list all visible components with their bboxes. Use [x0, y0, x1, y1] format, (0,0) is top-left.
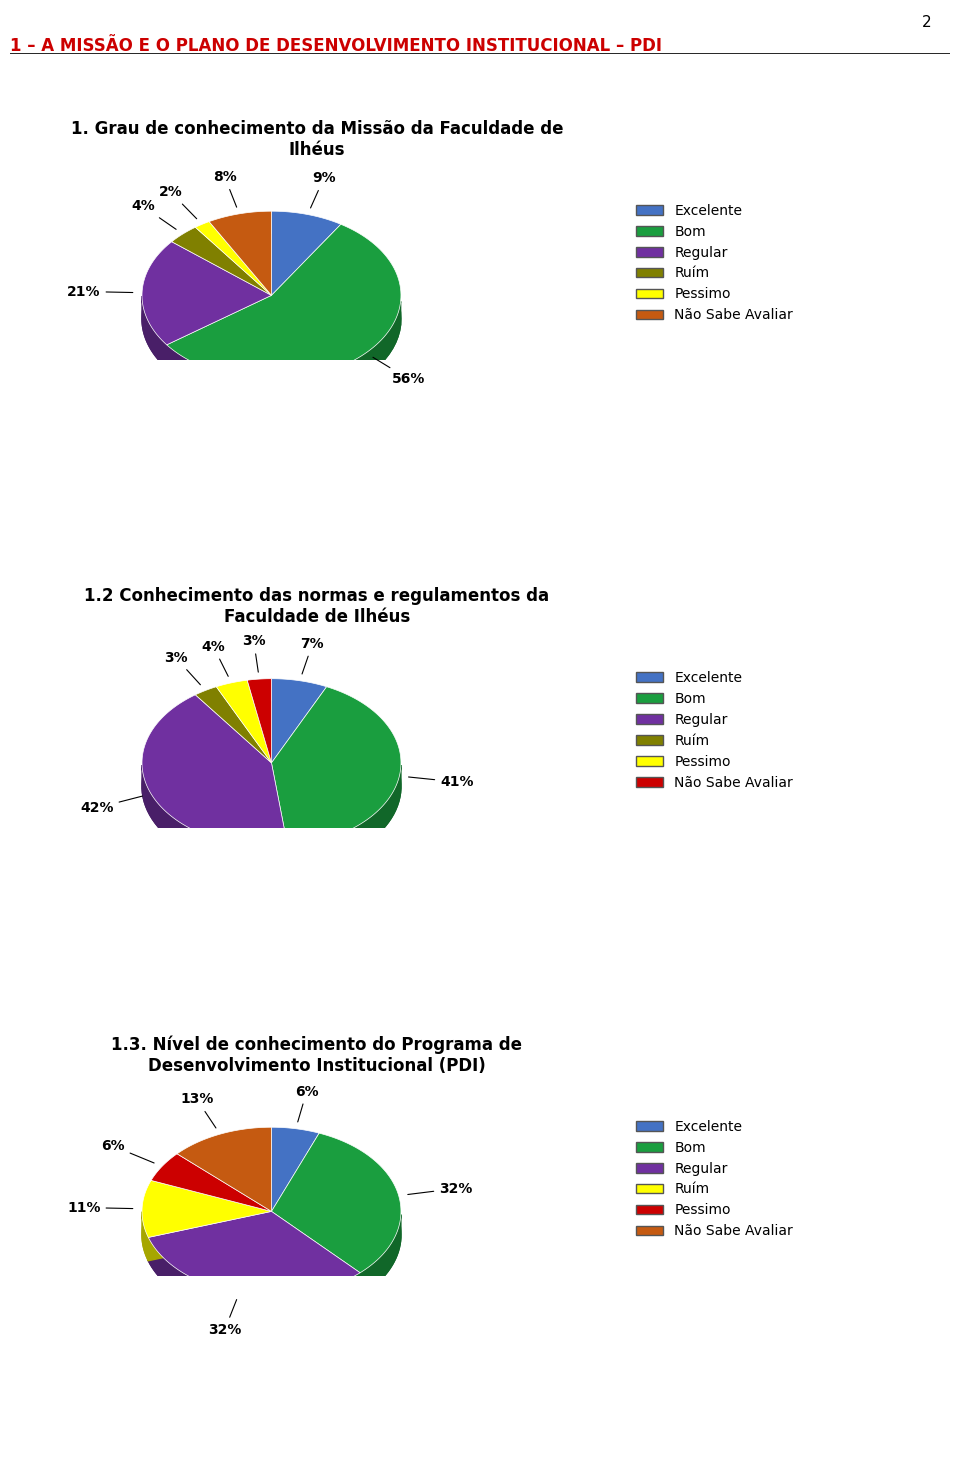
Text: 6%: 6% [101, 1140, 155, 1163]
Polygon shape [167, 295, 272, 368]
Polygon shape [216, 704, 272, 786]
Text: 32%: 32% [208, 1300, 242, 1337]
Polygon shape [216, 681, 272, 763]
Polygon shape [142, 241, 272, 345]
Polygon shape [172, 251, 272, 318]
Polygon shape [142, 297, 167, 368]
Polygon shape [272, 1151, 319, 1235]
Polygon shape [167, 247, 401, 403]
Text: 42%: 42% [80, 796, 142, 815]
Polygon shape [272, 1128, 319, 1211]
Text: 13%: 13% [180, 1093, 216, 1128]
Polygon shape [151, 1178, 272, 1235]
Polygon shape [167, 301, 400, 403]
Polygon shape [142, 766, 288, 871]
Text: 4%: 4% [202, 640, 228, 676]
Polygon shape [272, 703, 326, 786]
Polygon shape [272, 710, 401, 869]
Polygon shape [142, 1211, 149, 1261]
Polygon shape [272, 1211, 360, 1296]
Polygon shape [196, 245, 272, 318]
Polygon shape [272, 212, 341, 295]
Polygon shape [142, 1204, 272, 1261]
Polygon shape [149, 1211, 360, 1296]
Polygon shape [360, 1214, 401, 1296]
Polygon shape [151, 1154, 272, 1211]
Text: 6%: 6% [295, 1084, 319, 1122]
Text: 2%: 2% [159, 186, 197, 219]
Title: 1.2 Conhecimento das normas e regulamentos da
Faculdade de Ilhéus: 1.2 Conhecimento das normas e regulament… [84, 587, 549, 627]
Text: 3%: 3% [242, 634, 266, 672]
Polygon shape [272, 679, 326, 763]
Polygon shape [142, 695, 288, 847]
Text: 4%: 4% [132, 199, 176, 229]
Polygon shape [142, 264, 272, 368]
Text: 41%: 41% [409, 774, 473, 789]
Text: 8%: 8% [213, 169, 237, 207]
Text: 2: 2 [922, 15, 931, 29]
Text: 21%: 21% [67, 285, 132, 298]
Polygon shape [272, 687, 401, 846]
Legend: Excelente, Bom, Regular, Ruím, Pessimo, Não Sabe Avaliar: Excelente, Bom, Regular, Ruím, Pessimo, … [630, 666, 799, 795]
Polygon shape [272, 1157, 401, 1296]
Legend: Excelente, Bom, Regular, Ruím, Pessimo, Não Sabe Avaliar: Excelente, Bom, Regular, Ruím, Pessimo, … [630, 1115, 799, 1243]
Polygon shape [272, 235, 341, 318]
Title: 1.3. Nível de conhecimento do Programa de
Desenvolvimento Institucional (PDI): 1.3. Nível de conhecimento do Programa d… [111, 1036, 522, 1075]
Polygon shape [272, 1211, 360, 1296]
Text: 1 – A MISSÃO E O PLANO DE DESENVOLVIMENTO INSTITUCIONAL – PDI: 1 – A MISSÃO E O PLANO DE DESENVOLVIMENT… [10, 37, 661, 54]
Polygon shape [272, 763, 288, 869]
Polygon shape [149, 1235, 360, 1319]
Polygon shape [149, 1237, 360, 1319]
Polygon shape [288, 766, 401, 869]
Polygon shape [142, 1180, 272, 1237]
Polygon shape [209, 212, 272, 295]
Polygon shape [142, 719, 288, 871]
Polygon shape [196, 710, 272, 786]
Polygon shape [196, 222, 272, 295]
Text: 7%: 7% [300, 637, 324, 674]
Polygon shape [272, 1134, 401, 1273]
Polygon shape [149, 1211, 272, 1261]
Polygon shape [177, 1151, 272, 1235]
Polygon shape [248, 703, 272, 786]
Polygon shape [248, 679, 272, 763]
Polygon shape [196, 687, 272, 763]
Polygon shape [177, 1128, 272, 1211]
Text: 32%: 32% [408, 1182, 472, 1195]
Title: 1. Grau de conhecimento da Missão da Faculdade de
Ilhéus: 1. Grau de conhecimento da Missão da Fac… [70, 120, 564, 159]
Text: 11%: 11% [67, 1201, 132, 1214]
Text: 3%: 3% [164, 650, 201, 685]
Polygon shape [209, 235, 272, 318]
Legend: Excelente, Bom, Regular, Ruím, Pessimo, Não Sabe Avaliar: Excelente, Bom, Regular, Ruím, Pessimo, … [630, 199, 799, 327]
Polygon shape [167, 295, 272, 368]
Text: 56%: 56% [373, 358, 425, 386]
Text: 9%: 9% [310, 171, 336, 207]
Polygon shape [167, 225, 401, 380]
Polygon shape [272, 763, 288, 869]
Polygon shape [149, 1211, 272, 1261]
Polygon shape [172, 228, 272, 295]
